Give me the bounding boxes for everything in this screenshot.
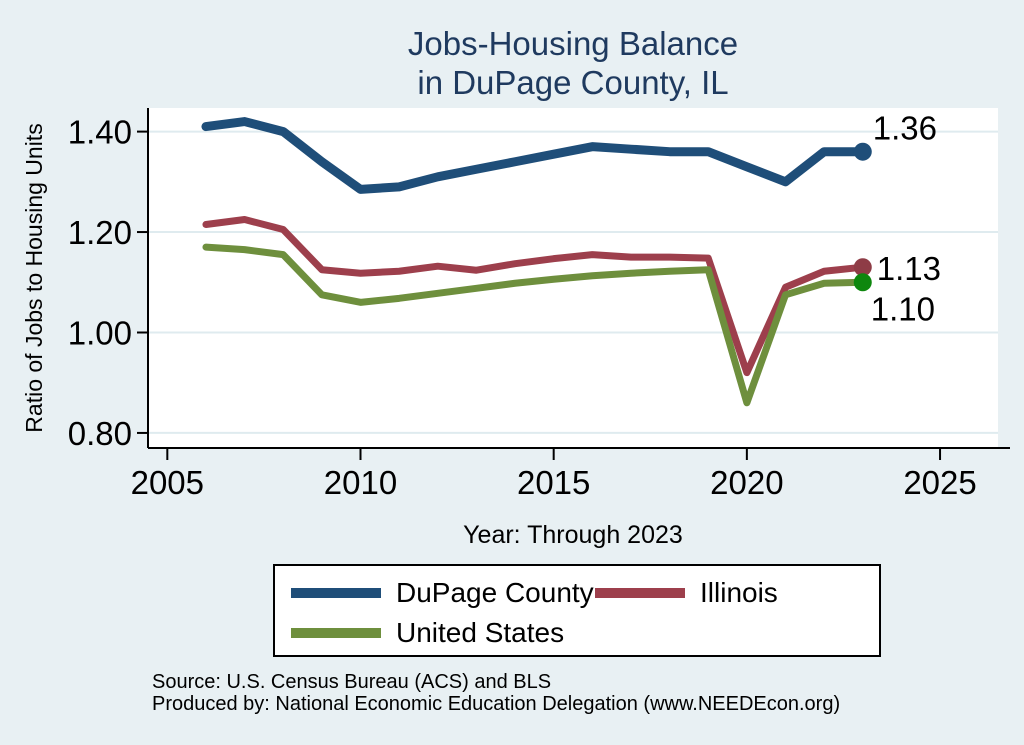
end-label-united-states: 1.10 xyxy=(871,290,935,327)
legend-item-illinois: Illinois xyxy=(595,577,879,609)
legend-item-united-states: United States xyxy=(291,617,595,649)
y-tick-label: 1.40 xyxy=(68,114,132,151)
plot-svg: 0.80 1.00 1.20 1.40 2005 2010 2015 2020 2025 1.36… xyxy=(21,108,1010,549)
data-line-dupage-county xyxy=(201,117,868,194)
source-block: Source: U.S. Census Bureau (ACS) and BLS… xyxy=(152,671,840,715)
y-tick-label: 0.80 xyxy=(68,415,132,452)
data-line-illinois xyxy=(202,215,867,377)
chart-title-line2: in DuPage County, IL xyxy=(417,64,729,101)
y-axis-title: Ratio of Jobs to Housing Units xyxy=(21,123,47,432)
end-marker-illinois xyxy=(853,258,872,277)
data-line-united-states xyxy=(202,243,867,407)
end-marker-united-states xyxy=(853,273,872,292)
x-axis-label: Year: Through 2023 xyxy=(463,521,683,549)
legend-swatch-united-states xyxy=(291,628,381,638)
y-tick-label: 1.20 xyxy=(68,214,132,251)
legend: DuPage County Illinois United States xyxy=(273,564,881,657)
end-label-illinois: 1.13 xyxy=(877,250,941,287)
produced-by-line: Produced by: National Economic Education… xyxy=(152,693,841,715)
legend-swatch-dupage-county xyxy=(291,588,381,598)
legend-label-illinois: Illinois xyxy=(700,577,778,608)
legend-swatch-illinois xyxy=(595,588,685,598)
source-line: Source: U.S. Census Bureau (ACS) and BLS xyxy=(152,671,552,693)
x-tick-label: 2020 xyxy=(710,464,783,501)
x-tick-label: 2015 xyxy=(517,464,590,501)
legend-label-united-states: United States xyxy=(396,617,565,648)
chart-title-line1: Jobs-Housing Balance xyxy=(407,25,739,62)
y-tick-label: 1.00 xyxy=(68,314,132,351)
end-label-dupage-county: 1.36 xyxy=(873,110,937,147)
x-tick-label: 2010 xyxy=(324,464,397,501)
chart-title: Jobs-Housing Balance in DuPage County, I… xyxy=(148,24,998,102)
x-tick-label: 2025 xyxy=(903,464,976,501)
legend-item-dupage-county: DuPage County xyxy=(291,577,595,609)
x-tick-label: 2005 xyxy=(131,464,204,501)
legend-label-dupage-county: DuPage County xyxy=(396,577,594,608)
end-marker-dupage-county xyxy=(853,142,872,161)
